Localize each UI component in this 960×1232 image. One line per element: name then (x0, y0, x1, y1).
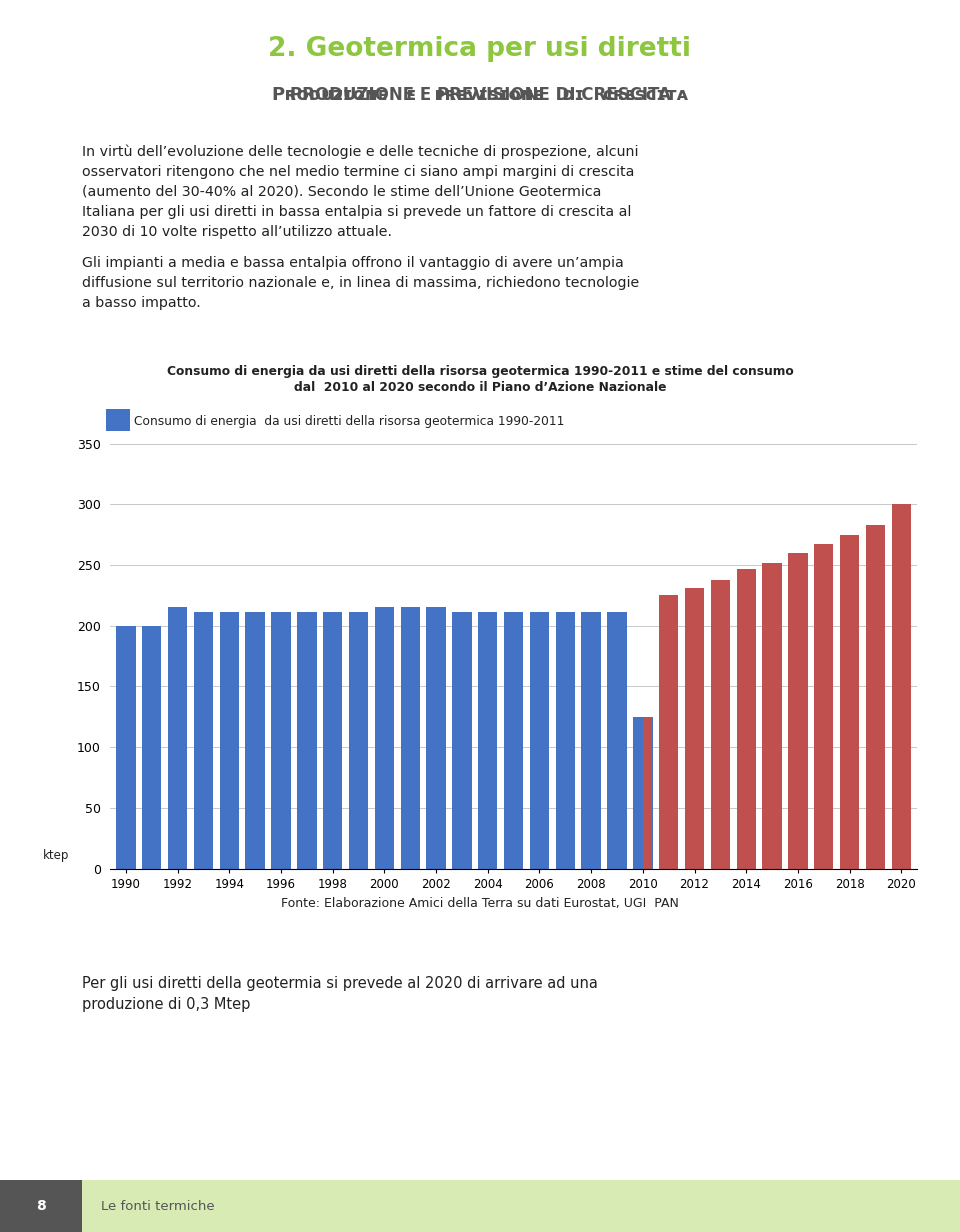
Bar (892, 504, 911, 869)
Bar (814, 545, 833, 869)
Bar (452, 612, 471, 869)
Bar (788, 553, 807, 869)
Bar (298, 612, 317, 869)
Bar (0, 1180, 82, 1232)
Bar (478, 612, 497, 869)
Text: dal  2010 al 2020 secondo il Piano d’Azione Nazionale: dal 2010 al 2020 secondo il Piano d’Azio… (294, 381, 666, 394)
Bar (736, 569, 756, 869)
Bar (220, 612, 239, 869)
Text: Consumo di energia da usi diretti della risorsa geotermica 1990-2011 e stime del: Consumo di energia da usi diretti della … (167, 365, 793, 378)
Text: Consumo di energia  da usi diretti della risorsa geotermica 1990-2011: Consumo di energia da usi diretti della … (134, 415, 564, 428)
Bar (194, 612, 213, 869)
Text: 2. Geotermica per usi diretti: 2. Geotermica per usi diretti (269, 36, 691, 62)
Bar (530, 612, 549, 869)
Text: Per gli usi diretti della geotermia si prevede al 2020 di arrivare ad una
produz: Per gli usi diretti della geotermia si p… (82, 976, 597, 1013)
Text: Fonte: Elaborazione Amici della Terra su dati Eurostat, UGI  PAN: Fonte: Elaborazione Amici della Terra su… (281, 897, 679, 910)
FancyBboxPatch shape (40, 34, 924, 1190)
Bar (582, 612, 601, 869)
Bar (142, 626, 161, 869)
Bar (504, 612, 523, 869)
Text: ktep: ktep (43, 849, 69, 862)
Bar (710, 579, 730, 869)
Bar (840, 535, 859, 869)
Text: Gli impianti a media e bassa entalpia offrono il vantaggio di avere un’ampia
dif: Gli impianti a media e bassa entalpia of… (82, 256, 638, 310)
Bar (762, 563, 781, 869)
Bar (643, 717, 652, 869)
Bar (323, 612, 343, 869)
Bar (168, 607, 187, 869)
Bar (659, 595, 679, 869)
Bar (374, 607, 394, 869)
Bar (400, 607, 420, 869)
Bar (608, 612, 627, 869)
Text: Pʀᴏᴅᴜᴢɪᴏɴᴇ   ᴇ   ᴘʀᴇᴠɪsɪᴏɴᴇ   ᴅɪ   ᴄʀᴇsᴄɪᴛᴀ: Pʀᴏᴅᴜᴢɪᴏɴᴇ ᴇ ᴘʀᴇᴠɪsɪᴏɴᴇ ᴅɪ ᴄʀᴇsᴄɪᴛᴀ (272, 86, 688, 105)
Bar (116, 626, 135, 869)
Bar (684, 588, 705, 869)
Text: PRODUZIONE E PREVISIONE DI CRESCITA: PRODUZIONE E PREVISIONE DI CRESCITA (290, 86, 670, 105)
Bar (634, 717, 653, 869)
Text: In virtù dell’evoluzione delle tecnologie e delle tecniche di prospezione, alcun: In virtù dell’evoluzione delle tecnologi… (82, 144, 638, 239)
Bar (556, 612, 575, 869)
Bar (426, 607, 445, 869)
Bar (634, 717, 643, 869)
Bar (348, 612, 369, 869)
Text: 8: 8 (36, 1199, 46, 1214)
Bar (272, 612, 291, 869)
Text: Le fonti termiche: Le fonti termiche (101, 1200, 214, 1212)
Bar (246, 612, 265, 869)
Bar (866, 525, 885, 869)
